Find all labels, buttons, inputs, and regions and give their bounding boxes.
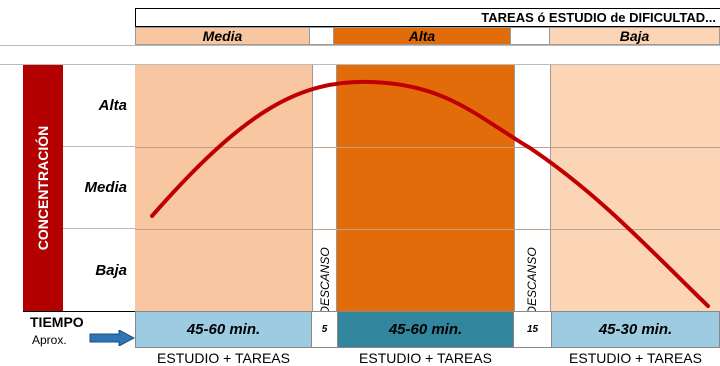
activity-label-1: ESTUDIO + TAREAS xyxy=(157,350,290,366)
band-label-baja: Baja xyxy=(549,27,720,45)
activity-label-2: ESTUDIO + TAREAS xyxy=(359,350,492,366)
time-block-1: 45-60 min. xyxy=(135,311,312,348)
concentration-axis: CONCENTRACIÓN xyxy=(23,65,63,311)
time-block-3: 45-30 min. xyxy=(551,311,720,348)
break-minutes-1: 5 xyxy=(312,311,337,348)
grid-line-2 xyxy=(135,229,720,230)
concentration-level-media: Media xyxy=(63,147,135,229)
break-column-1: DESCANSO xyxy=(312,65,337,315)
concentration-level-baja: Baja xyxy=(95,261,127,279)
break-minutes-2: 15 xyxy=(514,311,551,348)
concentration-curve-path xyxy=(150,79,710,308)
activity-label-3: ESTUDIO + TAREAS xyxy=(569,350,702,366)
band-label-alta: Alta xyxy=(333,27,511,45)
band-media-area xyxy=(135,65,312,311)
grid-line-1 xyxy=(135,147,720,148)
band-alta-area xyxy=(337,65,514,311)
band-label-gap-2 xyxy=(511,27,549,45)
header-title-cell: TAREAS ó ESTUDIO de DIFICULTAD... xyxy=(135,8,720,27)
header-title: TAREAS ó ESTUDIO de DIFICULTAD... xyxy=(481,10,716,25)
spacer-row xyxy=(0,45,720,65)
concentration-level-alta: Alta xyxy=(63,65,135,147)
tiempo-label: TIEMPO xyxy=(30,314,84,330)
band-baja-area xyxy=(551,65,720,311)
tiempo-label-cell: TIEMPO Aprox. xyxy=(23,311,135,351)
band-label-gap-1 xyxy=(310,27,333,45)
break-column-2: DESCANSO xyxy=(514,65,551,315)
arrow-right-icon xyxy=(89,330,135,346)
band-label-media: Media xyxy=(135,27,310,45)
tiempo-sublabel: Aprox. xyxy=(32,333,67,347)
time-block-2: 45-60 min. xyxy=(337,311,514,348)
